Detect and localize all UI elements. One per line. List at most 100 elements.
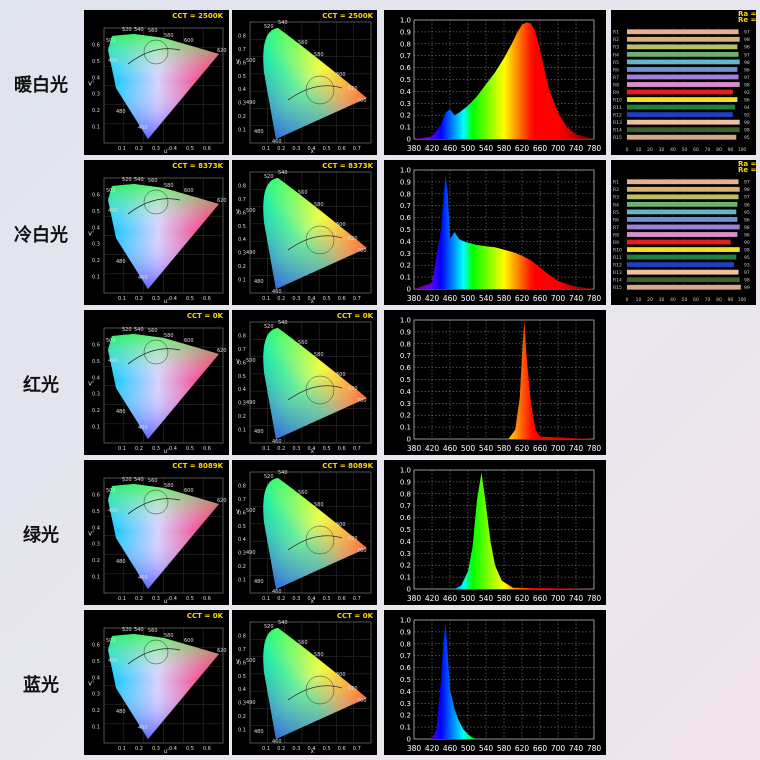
xy-wavelength-label: 480 (254, 129, 264, 135)
spectrum-x-tick: 580 (497, 144, 512, 153)
spectrum-x-tick: 700 (551, 144, 566, 153)
xy-y-tick: 0.4 (238, 87, 246, 93)
xy-y-tick: 0.5 (238, 524, 246, 530)
xy-wavelength-label: 700 (357, 548, 367, 554)
xy-wavelength-label: 480 (254, 729, 264, 735)
uv-wavelength-label: 480 (116, 259, 126, 265)
xy-wavelength-label: 620 (348, 86, 358, 92)
xy-y-tick: 0.7 (238, 497, 246, 503)
cri-x-tick: 70 (705, 297, 711, 303)
spectrum-x-tick: 420 (425, 444, 440, 453)
spectrum-y-tick: 0.1 (400, 574, 411, 582)
xy-y-tick: 0.8 (238, 333, 246, 339)
spectrum-x-tick: 420 (425, 294, 440, 303)
uv-wavelength-label: 500 (106, 488, 116, 494)
spectrum-y-tick: 0.2 (400, 262, 411, 270)
spectrum-y-tick: 0.1 (400, 124, 411, 132)
spectrum-x-tick: 580 (497, 594, 512, 603)
xy-x-tick: 0.2 (277, 746, 285, 752)
spectrum-panel: 380 420 460 500 540 580 620 660 700 740 780 0 0.1 0.2… (384, 610, 606, 755)
xy-x-tick: 0.2 (277, 596, 285, 602)
cri-panel: Ra = 97Re = 96 R1 97 R2 98 R3 96 R4 97 R5 98 R6 96 R7… (611, 10, 756, 155)
uv-y-tick: 0.1 (92, 425, 100, 431)
xy-wavelength-label: 520 (264, 474, 274, 480)
xy-wavelength-label: 580 (314, 652, 324, 658)
uv-wavelength-label: 620 (217, 498, 227, 504)
xy-chromaticity-panel: 520 540 560 500 580 600 620 700 490 480 460 0.1 0.2 0… (232, 610, 377, 755)
cri-x-tick: 40 (670, 297, 676, 303)
spectrum-y-tick: 0.4 (400, 88, 412, 96)
uv-x-label: u' (164, 598, 170, 605)
cri-value: 95 (744, 135, 750, 141)
uv-x-tick: 0.3 (152, 746, 160, 752)
cri-value: 93 (744, 263, 750, 269)
spectrum-x-tick: 460 (443, 144, 458, 153)
cri-index-label: R2 (613, 37, 619, 43)
cri-x-tick: 60 (693, 297, 699, 303)
xy-wavelength-label: 700 (357, 98, 367, 104)
spectrum-x-tick: 740 (569, 144, 584, 153)
cri-value: 94 (744, 105, 750, 111)
spectrum-y-tick: 0.6 (400, 214, 412, 222)
spectrum-y-tick: 0.4 (400, 238, 412, 246)
uv-wavelength-label: 460 (138, 275, 148, 281)
xy-y-tick: 0.4 (238, 237, 246, 243)
spectrum-y-tick: 0.3 (400, 700, 411, 708)
cri-index-label: R7 (613, 75, 619, 81)
cri-value: 98 (744, 60, 750, 66)
xy-wavelength-label: 600 (336, 672, 346, 678)
xy-y-tick: 0.1 (238, 428, 246, 434)
cri-x-tick: 80 (716, 297, 722, 303)
uv-y-label: v' (88, 80, 94, 88)
uv-x-label: u' (164, 748, 170, 755)
cri-index-label: R14 (613, 128, 622, 134)
xy-x-tick: 0.6 (338, 146, 346, 152)
cri-index-label: R4 (613, 202, 619, 208)
spectrum-y-tick: 0.2 (400, 562, 411, 570)
spectrum-y-tick: 0.6 (400, 514, 412, 522)
spectrum-x-tick: 780 (587, 444, 602, 453)
uv-wavelength-label: 480 (116, 709, 126, 715)
spectrum-y-tick: 0.3 (400, 250, 411, 258)
spectrum-y-tick: 0.3 (400, 550, 411, 558)
xy-x-tick: 0.7 (353, 296, 361, 302)
uv-x-tick: 0.3 (152, 146, 160, 152)
xy-x-tick: 0.6 (338, 296, 346, 302)
xy-y-tick: 0.3 (238, 551, 246, 557)
spectrum-y-tick: 0.2 (400, 412, 411, 420)
spectrum-x-tick: 780 (587, 744, 602, 753)
cri-value: 98 (744, 82, 750, 88)
cri-x-tick: 40 (670, 147, 676, 153)
spectrum-y-tick: 0.5 (400, 226, 411, 234)
xy-x-label: x (311, 598, 315, 605)
xy-x-tick: 0.3 (292, 746, 300, 752)
cri-value: 97 (744, 30, 750, 36)
cri-bar (627, 269, 739, 275)
xy-wavelength-label: 540 (278, 20, 288, 26)
uv-x-tick: 0.4 (169, 596, 177, 602)
uv-y-tick: 0.5 (92, 59, 100, 65)
cri-value: 98 (744, 128, 750, 134)
uv-wavelength-label: 580 (164, 333, 174, 339)
xy-wavelength-label: 600 (336, 72, 346, 78)
spectrum-x-tick: 620 (515, 594, 530, 603)
planckian-locus (287, 535, 343, 551)
xy-x-tick: 0.4 (308, 296, 316, 302)
uv-x-tick: 0.1 (118, 146, 126, 152)
spectrum-x-tick: 420 (425, 144, 440, 153)
spectrum-x-tick: 500 (461, 444, 476, 453)
xy-x-tick: 0.4 (308, 446, 316, 452)
spectrum-x-tick: 540 (479, 594, 494, 603)
xy-y-label: y (236, 57, 240, 64)
uv-wavelength-label: 600 (184, 638, 194, 644)
xy-wavelength-label: 620 (348, 536, 358, 542)
uv-x-tick: 0.5 (186, 596, 194, 602)
cri-index-label: R11 (613, 255, 622, 261)
xy-x-tick: 0.7 (353, 596, 361, 602)
xy-y-tick: 0.2 (238, 114, 246, 120)
spectrum-y-tick: 0.4 (400, 538, 412, 546)
xy-y-tick: 0.1 (238, 728, 246, 734)
spectrum-x-tick: 460 (443, 444, 458, 453)
uv-y-tick: 0.5 (92, 659, 100, 665)
spectrum-x-tick: 420 (425, 594, 440, 603)
